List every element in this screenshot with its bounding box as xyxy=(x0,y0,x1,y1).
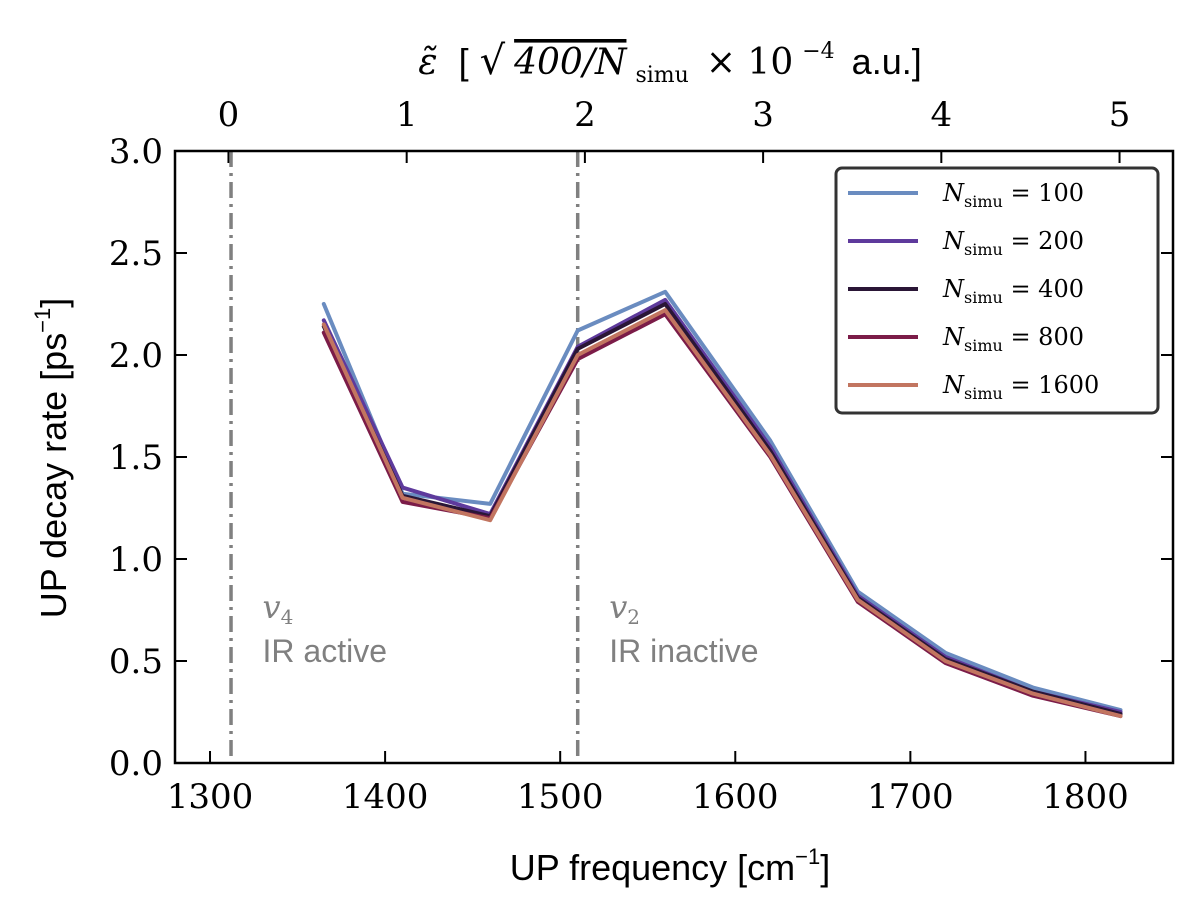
x-tick-label: 1600 xyxy=(692,777,779,817)
y-tick-label: 0.0 xyxy=(109,744,163,784)
series-layer xyxy=(321,289,1123,719)
y-axis-title: UP decay rate [ps−1] xyxy=(30,298,74,619)
legend-label-value: = 800 xyxy=(1003,323,1084,351)
legend-label-symbol: N xyxy=(942,227,965,255)
top-axis-sqrt-expr: 400/N xyxy=(513,42,628,83)
legend-label-symbol: N xyxy=(942,179,965,207)
y-axis-title-end: ] xyxy=(33,298,74,308)
y-tick-label: 1.0 xyxy=(109,540,163,580)
x-tick-label: 1300 xyxy=(167,777,254,817)
legend-label-symbol: N xyxy=(942,275,965,303)
legend-label-symbol: N xyxy=(942,371,965,399)
top-x-tick-label: 3 xyxy=(752,95,774,135)
y-axis-title-sup: −1 xyxy=(30,308,55,333)
x-tick-label: 1700 xyxy=(867,777,954,817)
legend-label-value: = 1600 xyxy=(1003,371,1099,399)
y-tick-label: 3.0 xyxy=(109,132,163,172)
y-tick-label: 1.5 xyxy=(109,438,163,478)
y-tick-label: 2.5 xyxy=(109,234,163,274)
annotation-v2-subscript: 2 xyxy=(627,605,640,629)
legend-label-subscript: simu xyxy=(964,288,1003,307)
legend-label: Nsimu = 100 xyxy=(942,179,1084,211)
legend-label-symbol: N xyxy=(942,323,965,351)
annotation-v2-text: IR inactive xyxy=(609,633,758,669)
legend-label-subscript: simu xyxy=(964,336,1003,355)
x-axis-title: UP frequency [cm−1] xyxy=(510,844,831,888)
annotation-v4-symbol: v xyxy=(263,588,281,626)
legend-label: Nsimu = 1600 xyxy=(942,371,1099,403)
top-x-tick-label: 4 xyxy=(931,95,953,135)
series-line-4 xyxy=(321,308,1123,719)
top-x-tick-label: 1 xyxy=(396,95,418,135)
annotation-v2-symbol: v xyxy=(609,588,627,626)
x-axis-title-end: ] xyxy=(820,847,830,888)
top-axis-sqrt-sign: √ xyxy=(480,38,506,84)
top-axis-times: × 10 xyxy=(706,42,793,83)
y-tick-label: 0.5 xyxy=(109,642,163,682)
x-tick-label: 1400 xyxy=(342,777,429,817)
top-x-tick-label: 2 xyxy=(574,95,596,135)
y-tick-label: 2.0 xyxy=(109,336,163,376)
x-tick-label: 1800 xyxy=(1042,777,1129,817)
legend-label-subscript: simu xyxy=(964,192,1003,211)
legend-label-value: = 200 xyxy=(1003,227,1084,255)
annotation-v4-mode: v4 xyxy=(263,588,294,629)
top-axis-sqrt-sub: simu xyxy=(635,63,688,88)
legend-label: Nsimu = 400 xyxy=(942,275,1084,307)
x-axis-title-sup: −1 xyxy=(795,844,820,869)
top-x-tick-label: 5 xyxy=(1109,95,1131,135)
annotation-v2-mode: v2 xyxy=(609,588,640,629)
x-axis-title-main: UP frequency [cm xyxy=(510,847,795,888)
legend-label-value: = 400 xyxy=(1003,275,1084,303)
legend-box xyxy=(834,166,1160,415)
legend-label-subscript: simu xyxy=(964,240,1003,259)
top-x-tick-label: 0 xyxy=(218,95,240,135)
top-axis-unit: a.u.] xyxy=(852,41,922,82)
legend-label: Nsimu = 800 xyxy=(942,323,1084,355)
legend-label-value: = 100 xyxy=(1003,179,1084,207)
legend-label: Nsimu = 200 xyxy=(942,227,1084,259)
annotation-v4-subscript: 4 xyxy=(281,605,294,629)
top-axis-open-bracket: [ xyxy=(459,41,469,82)
top-axis-symbol: ε̃ xyxy=(418,42,437,83)
y-axis-title-main: UP decay rate [ps xyxy=(33,333,74,619)
x-tick-label: 1500 xyxy=(517,777,604,817)
top-axis-title: ε̃ [ √ 400/N simu × 10 −4 a.u.] xyxy=(418,26,921,90)
ticks-layer: 1300 1400 1500 1600 1700 1800 0.0 0.5 1.0 1.5 2.0 2… xyxy=(109,95,1173,817)
annotation-v4-text: IR active xyxy=(263,633,387,669)
top-axis-exp: −4 xyxy=(802,39,834,64)
legend-label-subscript: simu xyxy=(964,384,1003,403)
plot-frame xyxy=(173,149,1175,765)
vlines-layer xyxy=(229,151,580,763)
